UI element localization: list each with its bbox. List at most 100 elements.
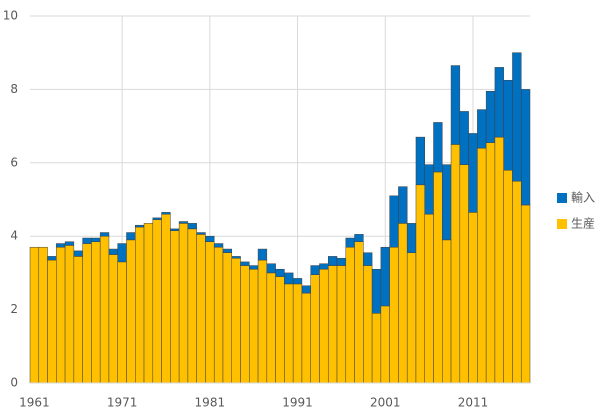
bar-segment [520,89,531,206]
bar-segment [152,217,162,220]
bar-segment [152,219,162,384]
y-tick-label: 2 [10,302,18,316]
x-tick-label: 2011 [458,396,489,410]
bar-segment [170,228,180,231]
bar-segment [187,223,197,230]
bar-segment [205,241,215,384]
bar-segment [459,111,469,165]
bar-segment [371,268,382,314]
bar-segment [64,245,75,384]
bar-segment [249,265,259,270]
bar-segment [275,276,285,384]
bar-segment [117,261,127,384]
legend-label: 輸入 [571,190,595,205]
bar-segment [231,257,241,384]
y-tick-label: 4 [10,229,18,243]
bar-segment [196,234,206,384]
bar-segment [433,171,443,384]
bar-segment [275,268,285,277]
bar-segment [257,248,268,261]
bar-segment [196,232,206,235]
y-tick-label: 8 [10,82,18,96]
bar-segment [266,272,276,384]
bar-segment [178,223,189,384]
bar-segment [336,265,347,384]
bar-segment [126,232,136,241]
bar-segment [327,256,338,266]
y-tick-label: 6 [10,155,18,169]
bar-segment [424,213,434,384]
bar-segment [503,79,513,171]
bar-segment [178,221,189,224]
x-tick-label: 1991 [282,396,313,410]
bar-segment [477,109,487,149]
bar-segment [82,237,92,244]
bar-segment [213,243,224,248]
bar-segment [143,223,154,384]
bar-segment [64,241,75,246]
bar-segment [135,224,145,228]
bar-segment [73,256,83,384]
bar-segment [231,256,241,259]
bar-segment [301,285,311,294]
bar-segment [292,278,303,285]
bar-segment [82,243,92,384]
bar-segment [310,265,320,275]
bar-segment [380,305,390,384]
bar-segment [398,186,408,224]
bar-segment [398,223,408,384]
x-tick-label: 2001 [370,396,401,410]
bar-segment [415,136,425,186]
bar-segment [99,235,110,384]
bar-segment [380,246,390,307]
bar-segment [29,246,40,384]
bar-segment [161,212,171,215]
bar-segment [468,212,478,384]
bar-segment [38,246,48,384]
bar-segment [512,180,522,384]
bar-segment [135,226,145,384]
bar-segment [406,223,417,253]
bar-segment [91,237,101,242]
bar-segment [406,252,417,384]
bar-segment [222,252,233,384]
bar-segment [354,241,364,384]
legend-swatch [557,193,567,203]
bar-segment [56,246,66,384]
bar-segment [319,263,329,270]
bar-segment [424,164,434,215]
bar-segment [442,239,452,384]
bar-segment [345,246,355,384]
x-tick-label: 1971 [107,396,138,410]
bar-segment [450,144,461,384]
bar-segment [442,164,452,241]
bar-segment [485,90,496,143]
bar-segment [468,133,478,213]
bar-segment [494,67,504,138]
bar-segment [108,254,118,384]
bar-segment [266,263,276,274]
bar-segment [240,261,250,266]
bar-segment [56,243,66,248]
bar-segment [371,313,382,384]
bar-segment [161,213,171,384]
bar-segment [170,230,180,384]
bar-segment [205,235,215,242]
bar-segment [327,265,338,384]
bar-segment [485,142,496,384]
bar-segment [503,169,513,384]
bar-segment [47,256,57,261]
bar-segment [363,265,373,384]
bar-segment [187,228,197,384]
y-tick-label: 0 [10,376,18,390]
bar-segment [477,147,487,384]
bar-segment [284,283,294,384]
bar-segment [126,239,136,384]
bar-segment [345,237,355,248]
bar-segment [91,241,101,384]
bar-segment [301,292,311,384]
bar-segment [520,204,531,384]
x-tick-label: 1961 [19,396,50,410]
bar-segment [284,272,294,285]
